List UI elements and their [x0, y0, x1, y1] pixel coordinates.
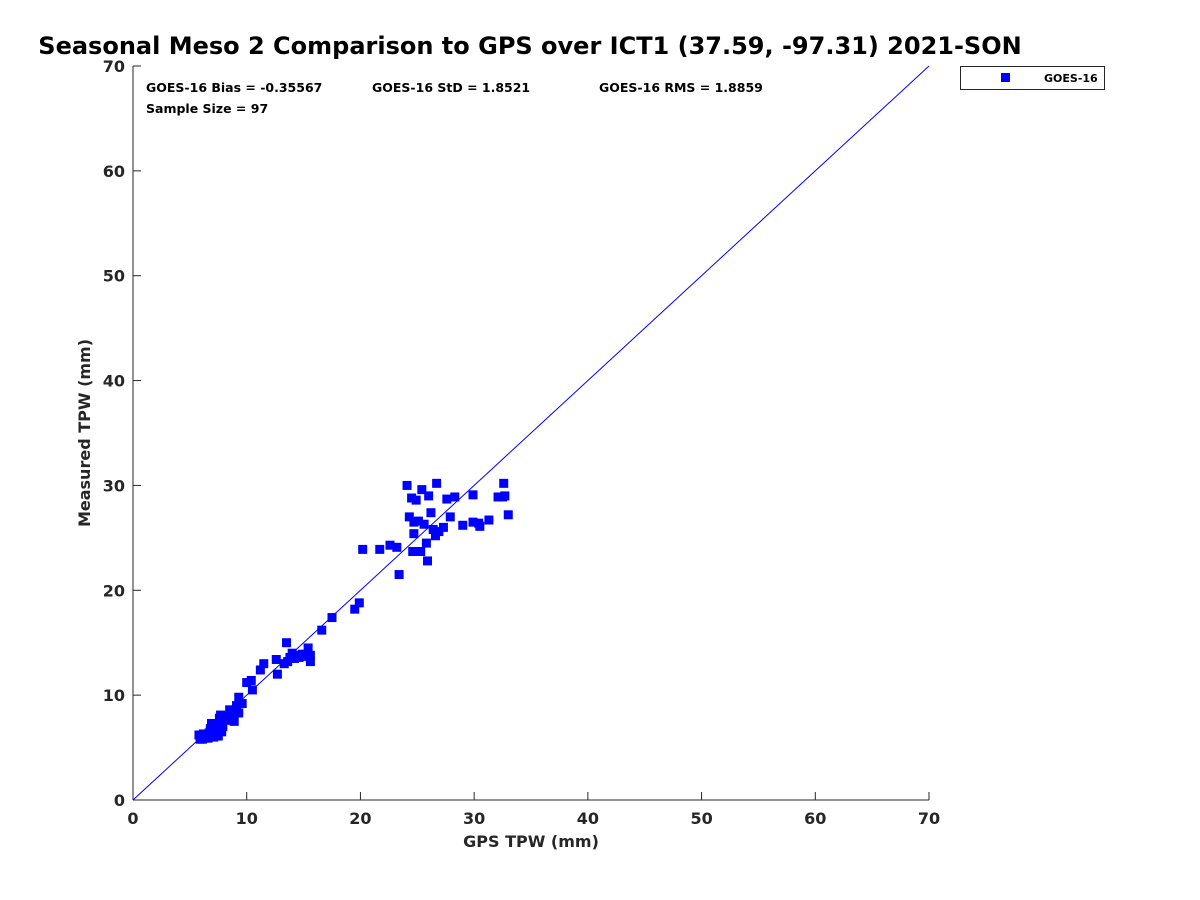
legend-box — [960, 66, 1105, 90]
y-tick-label: 50 — [103, 267, 125, 286]
data-point — [246, 675, 256, 685]
data-point — [438, 522, 448, 532]
data-point — [205, 724, 215, 734]
data-point — [423, 556, 433, 566]
data-point — [231, 701, 241, 711]
data-point — [407, 493, 417, 503]
data-point — [282, 638, 292, 648]
data-point — [234, 708, 244, 718]
data-point — [458, 520, 468, 530]
legend-marker-icon — [1001, 73, 1010, 82]
data-point — [317, 625, 327, 635]
data-point — [426, 508, 436, 518]
goes16-series — [194, 478, 513, 744]
data-point — [484, 515, 494, 525]
data-point — [500, 491, 510, 501]
data-point — [218, 722, 228, 732]
data-point — [475, 521, 485, 531]
chart-title: Seasonal Meso 2 Comparison to GPS over I… — [38, 32, 1021, 60]
data-point — [493, 492, 503, 502]
data-point — [303, 643, 313, 653]
y-tick-label: 30 — [103, 476, 125, 495]
data-point — [468, 517, 478, 527]
y-tick-label: 20 — [103, 581, 125, 600]
data-point — [237, 699, 247, 709]
y-tick-label: 40 — [103, 372, 125, 391]
data-point — [503, 510, 513, 520]
data-point — [247, 685, 257, 695]
legend-label: GOES-16 — [1044, 72, 1098, 85]
data-point — [394, 570, 404, 580]
data-point — [234, 692, 244, 702]
data-point — [450, 492, 460, 502]
y-tick-label: 60 — [103, 162, 125, 181]
x-tick-label: 0 — [127, 809, 138, 828]
data-point — [305, 657, 315, 667]
data-point — [271, 654, 281, 664]
data-point — [297, 649, 307, 659]
data-point — [402, 480, 412, 490]
sample-size-stat: Sample Size = 97 — [146, 101, 268, 116]
data-point — [417, 485, 427, 495]
x-axis-label: GPS TPW (mm) — [463, 832, 599, 851]
legend: GOES-16 — [960, 66, 1105, 90]
data-point — [408, 546, 418, 556]
x-tick-label: 10 — [236, 809, 258, 828]
data-point — [424, 491, 434, 501]
data-point — [445, 512, 455, 522]
data-point — [404, 512, 414, 522]
data-point — [203, 733, 213, 743]
data-point — [442, 494, 452, 504]
data-point — [432, 478, 442, 488]
data-point — [259, 659, 269, 669]
x-tick-label: 50 — [690, 809, 712, 828]
y-tick-label: 70 — [103, 57, 125, 76]
data-point — [327, 613, 337, 623]
data-point — [212, 722, 222, 732]
y-ticks: 0 10 20 30 40 50 60 70 — [103, 57, 141, 810]
data-point — [197, 734, 207, 744]
one-to-one-reference-line — [132, 65, 930, 801]
x-tick-label: 30 — [463, 809, 485, 828]
data-point — [209, 732, 219, 742]
data-point — [421, 538, 431, 548]
data-point — [499, 478, 509, 488]
data-point — [255, 665, 265, 675]
data-point — [413, 516, 423, 526]
data-point — [392, 542, 402, 552]
std-stat: GOES-16 StD = 1.8521 — [372, 80, 530, 95]
data-point — [206, 718, 216, 728]
data-point — [468, 490, 478, 500]
x-tick-label: 40 — [577, 809, 599, 828]
data-point — [375, 544, 385, 554]
x-tick-label: 20 — [349, 809, 371, 828]
x-tick-label: 70 — [918, 809, 940, 828]
rms-stat: GOES-16 RMS = 1.8859 — [599, 80, 763, 95]
y-tick-label: 0 — [114, 791, 125, 810]
data-point — [358, 544, 368, 554]
data-point — [385, 540, 395, 550]
data-point — [434, 527, 444, 537]
data-point — [409, 529, 419, 539]
data-point — [305, 650, 315, 660]
y-tick-label: 10 — [103, 686, 125, 705]
data-point — [354, 598, 364, 608]
data-point — [287, 648, 297, 658]
data-point — [272, 669, 282, 679]
data-point — [416, 546, 426, 556]
data-point — [419, 519, 429, 529]
bias-stat: GOES-16 Bias = -0.35567 — [146, 80, 322, 95]
data-point — [217, 727, 227, 737]
x-tick-label: 60 — [804, 809, 826, 828]
data-point — [229, 716, 239, 726]
data-point — [411, 495, 421, 505]
data-point — [242, 678, 252, 688]
data-point — [409, 517, 419, 527]
x-ticks: 0 10 20 30 40 50 60 70 — [127, 792, 940, 828]
data-point — [350, 604, 360, 614]
y-axis-label: Measured TPW (mm) — [75, 339, 94, 527]
data-point — [428, 524, 438, 534]
